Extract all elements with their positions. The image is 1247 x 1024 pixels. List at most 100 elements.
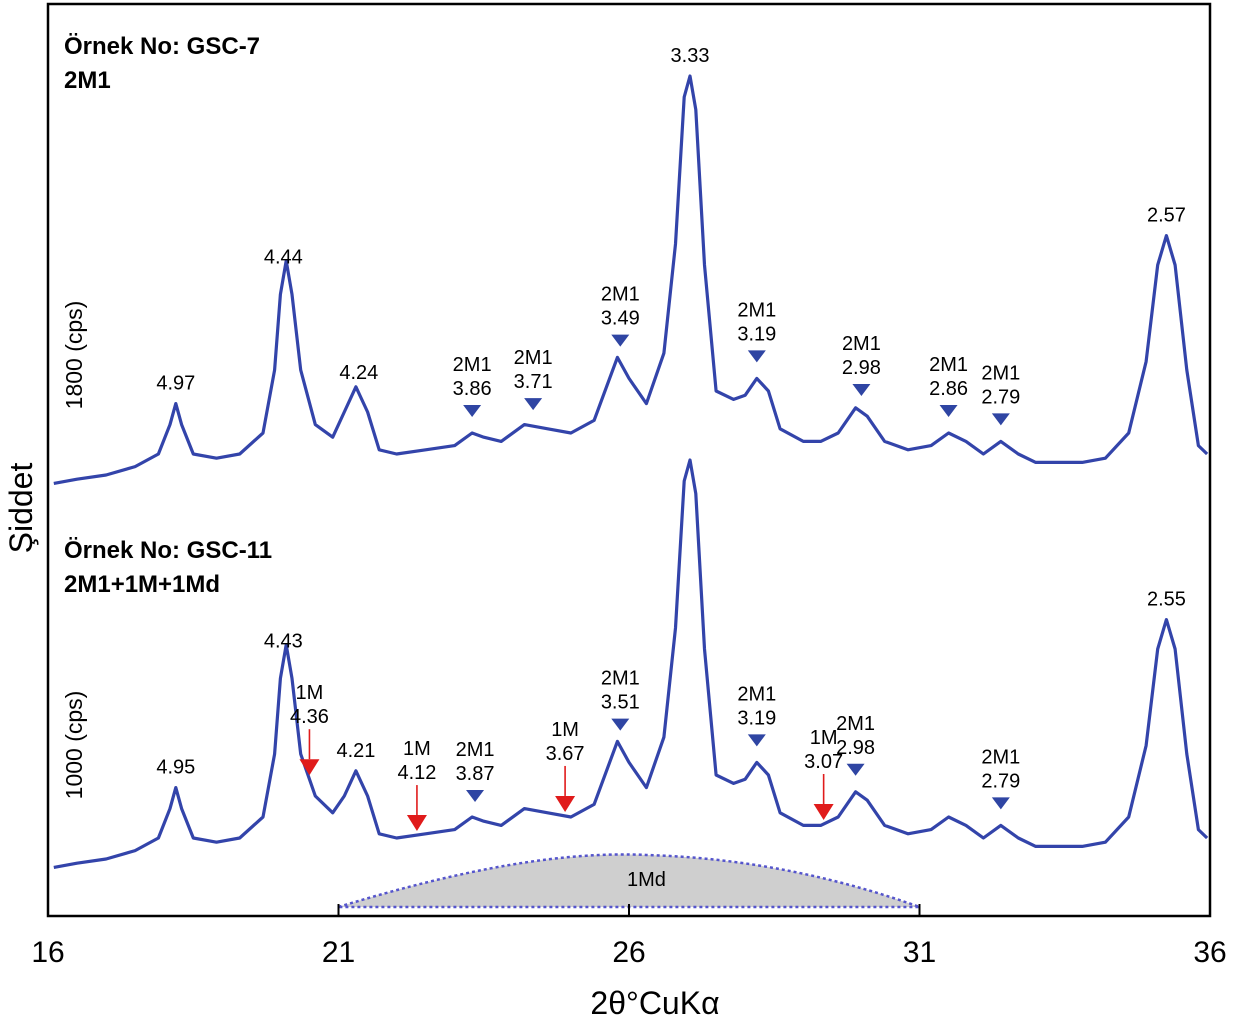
peak-d-label: 3.51 (601, 692, 640, 714)
peak-marker-1m (813, 804, 834, 820)
peak-phase-label: 2M1 (836, 713, 875, 735)
peak-d-label: 3.87 (456, 763, 495, 785)
diffraction-trace-2 (53, 458, 1209, 869)
peak-phase-label: 1M (810, 727, 838, 749)
peak-d-label: 4.12 (397, 762, 436, 784)
peak-d-label: 3.67 (546, 743, 585, 765)
peak-marker-2m1 (463, 405, 482, 417)
peak-marker-2m1 (991, 797, 1010, 810)
peak-annotation: 4.21 (336, 740, 375, 762)
x-tick-label: 21 (322, 936, 355, 969)
peak-phase-label: 1M (403, 738, 431, 760)
peak-marker-1m (299, 759, 320, 776)
peak-d-label: 2.79 (981, 770, 1020, 792)
peak-phase-label: 2M1 (737, 299, 776, 321)
plot-area: 4.974.444.243.862M13.712M13.492M13.333.1… (53, 45, 1209, 909)
x-axis-title: 2θ°CuKα (590, 985, 719, 1021)
peak-d-label: 2.55 (1147, 589, 1186, 611)
peak-d-label: 2.98 (836, 737, 875, 759)
peak-annotation: 4.97 (156, 373, 195, 395)
peak-d-label: 2.98 (842, 357, 881, 379)
peak-marker-2m1 (611, 718, 630, 731)
sample-1-title: Örnek No: GSC-7 (64, 33, 260, 60)
peak-d-label: 4.95 (156, 757, 195, 779)
peak-phase-label: 2M1 (514, 347, 553, 369)
peak-phase-label: 2M1 (842, 333, 881, 355)
y-axis-title: Şiddet (3, 463, 39, 554)
sample-1-scale: 1800 (cps) (61, 301, 87, 410)
peak-d-label: 4.44 (264, 247, 303, 269)
peak-phase-label: 2M1 (981, 746, 1020, 768)
peak-d-label: 3.33 (671, 45, 710, 67)
x-axis: 16 21 26 31 36 (31, 904, 1227, 969)
sample-2-polytype: 2M1+1M+1Md (64, 571, 220, 598)
x-tick-label: 16 (31, 936, 64, 969)
diffraction-trace-1 (53, 74, 1209, 485)
peak-annotation: 4.44 (264, 247, 303, 269)
peak-phase-label: 2M1 (981, 362, 1020, 384)
peak-marker-2m1 (611, 334, 630, 347)
peak-phase-label: 2M1 (453, 354, 492, 376)
peak-d-label: 2.79 (981, 386, 1020, 408)
peak-d-label: 4.36 (290, 706, 329, 728)
peak-d-label: 3.07 (804, 751, 843, 773)
peak-annotation: 2.55 (1147, 589, 1186, 611)
peak-d-label: 2.57 (1147, 205, 1186, 227)
peak-phase-label: 1M (551, 719, 579, 741)
sample-1-polytype: 2M1 (64, 67, 111, 94)
peak-d-label: 4.24 (339, 362, 378, 384)
amorphous-hump-1md (338, 853, 920, 909)
peak-marker-2m1 (466, 790, 485, 803)
peak-d-label: 3.86 (453, 378, 492, 400)
peak-phase-label: 2M1 (456, 739, 495, 761)
peak-d-label: 2.86 (929, 378, 968, 400)
peak-phase-label: 2M1 (737, 683, 776, 705)
peak-d-label: 4.21 (336, 740, 375, 762)
peak-annotation: 4.24 (339, 362, 378, 384)
peak-marker-2m1 (524, 398, 543, 411)
peak-annotation: 4.95 (156, 757, 195, 779)
hump-label: 1Md (627, 869, 666, 891)
peak-annotation: 3.33 (671, 45, 710, 67)
peak-phase-label: 2M1 (929, 354, 968, 376)
peak-phase-label: 2M1 (601, 668, 640, 690)
sample-2-title: Örnek No: GSC-11 (64, 537, 272, 564)
plot-frame (46, 2, 1212, 918)
peak-phase-label: 1M (296, 682, 324, 704)
peak-d-label: 3.49 (601, 308, 640, 330)
peak-phase-label: 2M1 (601, 284, 640, 306)
peak-marker-2m1 (939, 405, 958, 417)
peak-marker-2m1 (747, 350, 766, 363)
peak-marker-2m1 (991, 413, 1010, 426)
peak-d-label: 3.19 (737, 323, 776, 345)
peak-marker-1m (555, 795, 576, 812)
x-tick-label: 36 (1193, 936, 1226, 969)
x-tick-label: 31 (903, 936, 936, 969)
peak-marker-2m1 (747, 734, 766, 747)
peak-marker-2m1 (852, 384, 871, 396)
peak-marker-1m (406, 815, 427, 832)
peak-annotation: 4.43 (264, 631, 303, 653)
peak-marker-2m1 (846, 763, 865, 776)
peak-d-label: 4.43 (264, 631, 303, 653)
peak-d-label: 4.97 (156, 373, 195, 395)
peak-d-label: 3.71 (514, 371, 553, 393)
peak-d-label: 3.19 (737, 707, 776, 729)
